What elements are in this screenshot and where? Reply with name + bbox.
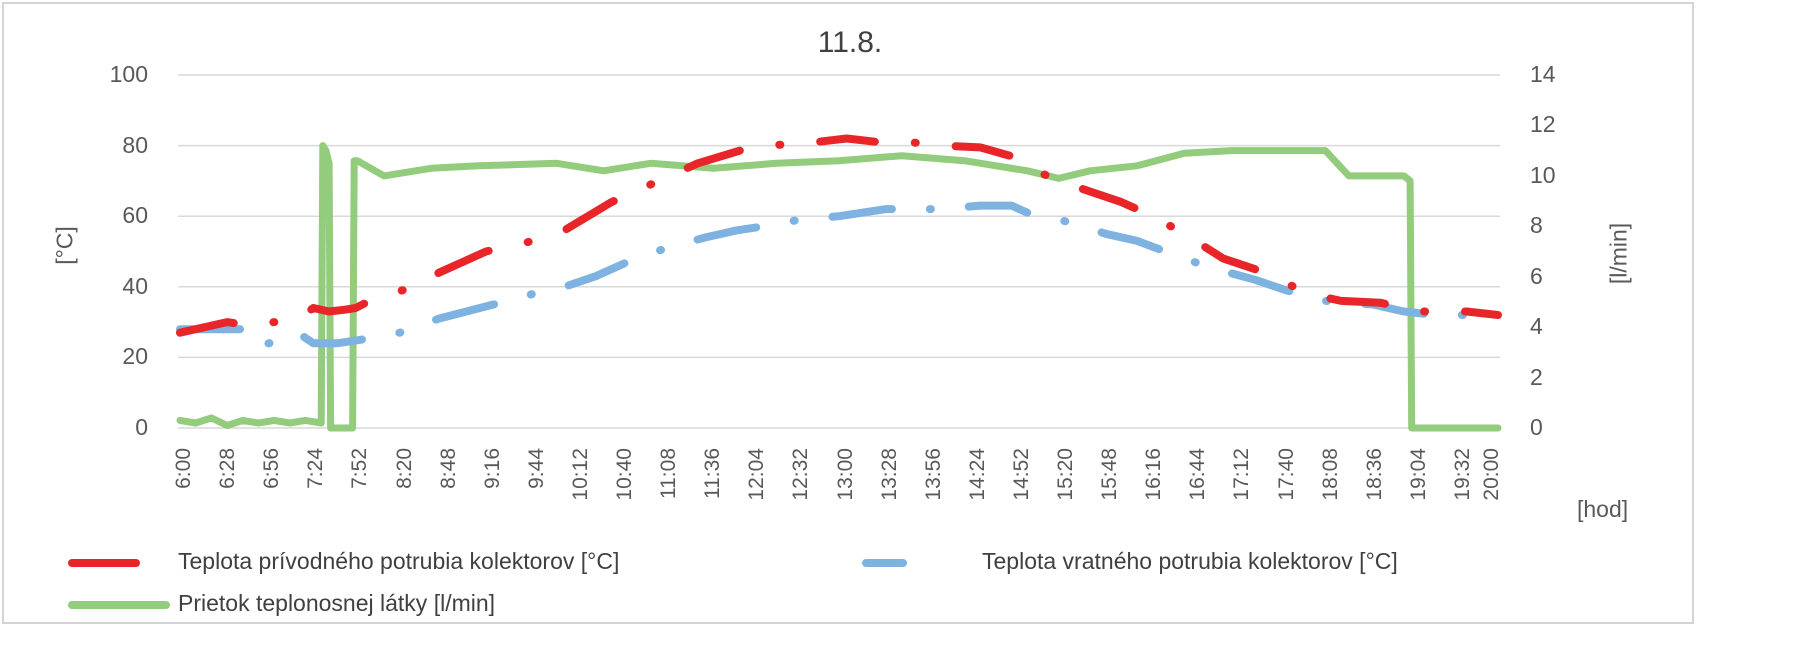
y-tick-right: 12 (1530, 111, 1556, 138)
gridlines (178, 74, 1500, 429)
legend-supply-label: Teplota prívodného potrubia kolektorov [… (178, 548, 620, 574)
y-tick-right: 6 (1530, 262, 1543, 289)
y-axis-left-label: [°C] (51, 226, 78, 265)
y-tick-right: 4 (1530, 313, 1543, 340)
x-tick: 14:24 (965, 448, 989, 501)
x-tick: 6:56 (260, 448, 284, 489)
legend-flow-label: Prietok teplonosnej látky [l/min] (178, 590, 496, 616)
y-tick-right: 14 (1530, 61, 1556, 87)
legend-return-label: Teplota vratného potrubia kolektorov [°C… (982, 548, 1398, 574)
x-tick: 9:16 (480, 448, 504, 489)
x-tick: 17:12 (1230, 448, 1254, 501)
series-supply (176, 134, 1502, 337)
x-tick: 7:24 (304, 448, 328, 489)
x-tick: 15:20 (1054, 448, 1077, 501)
x-tick: 8:48 (436, 448, 460, 489)
x-tick: 6:00 (172, 448, 195, 489)
y-tick-left: 0 (135, 414, 148, 440)
x-tick: 13:28 (877, 448, 901, 501)
legend-supply-swatch (68, 559, 140, 567)
x-tick: 10:12 (568, 448, 592, 501)
y-tick-right: 2 (1530, 363, 1543, 390)
y-tick-left: 60 (122, 202, 148, 229)
x-tick: 18:08 (1318, 448, 1342, 501)
x-tick: 12:32 (789, 448, 813, 501)
y-tick-left: 40 (122, 272, 148, 299)
legend-return-swatch (862, 559, 907, 567)
x-tick: 18:36 (1362, 448, 1386, 501)
x-tick: 15:48 (1098, 448, 1122, 501)
x-tick: 16:16 (1142, 448, 1166, 501)
series-return (176, 201, 1479, 351)
x-tick: 8:20 (392, 448, 416, 489)
x-tick: 19:32 (1450, 448, 1474, 501)
y-tick-right: 0 (1530, 414, 1543, 440)
x-tick: 16:44 (1186, 448, 1210, 501)
series-flow (176, 142, 1502, 432)
y-tick-left: 20 (122, 343, 148, 370)
x-tick: 11:08 (657, 448, 681, 499)
x-tick: 6:28 (216, 448, 240, 489)
x-tick: 13:56 (921, 448, 945, 501)
x-tick: 9:44 (524, 448, 548, 489)
x-tick: 7:52 (348, 448, 372, 489)
chart-title: 11.8. (817, 26, 883, 59)
x-tick: 11:36 (701, 448, 725, 499)
y-tick-left: 80 (122, 131, 148, 158)
y-tick-right: 8 (1530, 212, 1543, 239)
x-tick: 13:00 (833, 448, 857, 501)
y-tick-left: 100 (109, 61, 148, 87)
x-tick: 14:52 (1009, 448, 1033, 501)
y-tick-right: 10 (1530, 161, 1556, 188)
x-tick: 17:40 (1274, 448, 1298, 501)
x-tick: 20:00 (1480, 448, 1503, 501)
x-tick: 12:04 (745, 448, 769, 501)
legend-flow-swatch (68, 601, 170, 609)
x-tick: 10:40 (613, 448, 636, 501)
x-axis-label: [hod] (1577, 496, 1629, 522)
y-axis-right-label: [l/min] (1605, 222, 1632, 285)
x-tick: 19:04 (1406, 448, 1430, 501)
